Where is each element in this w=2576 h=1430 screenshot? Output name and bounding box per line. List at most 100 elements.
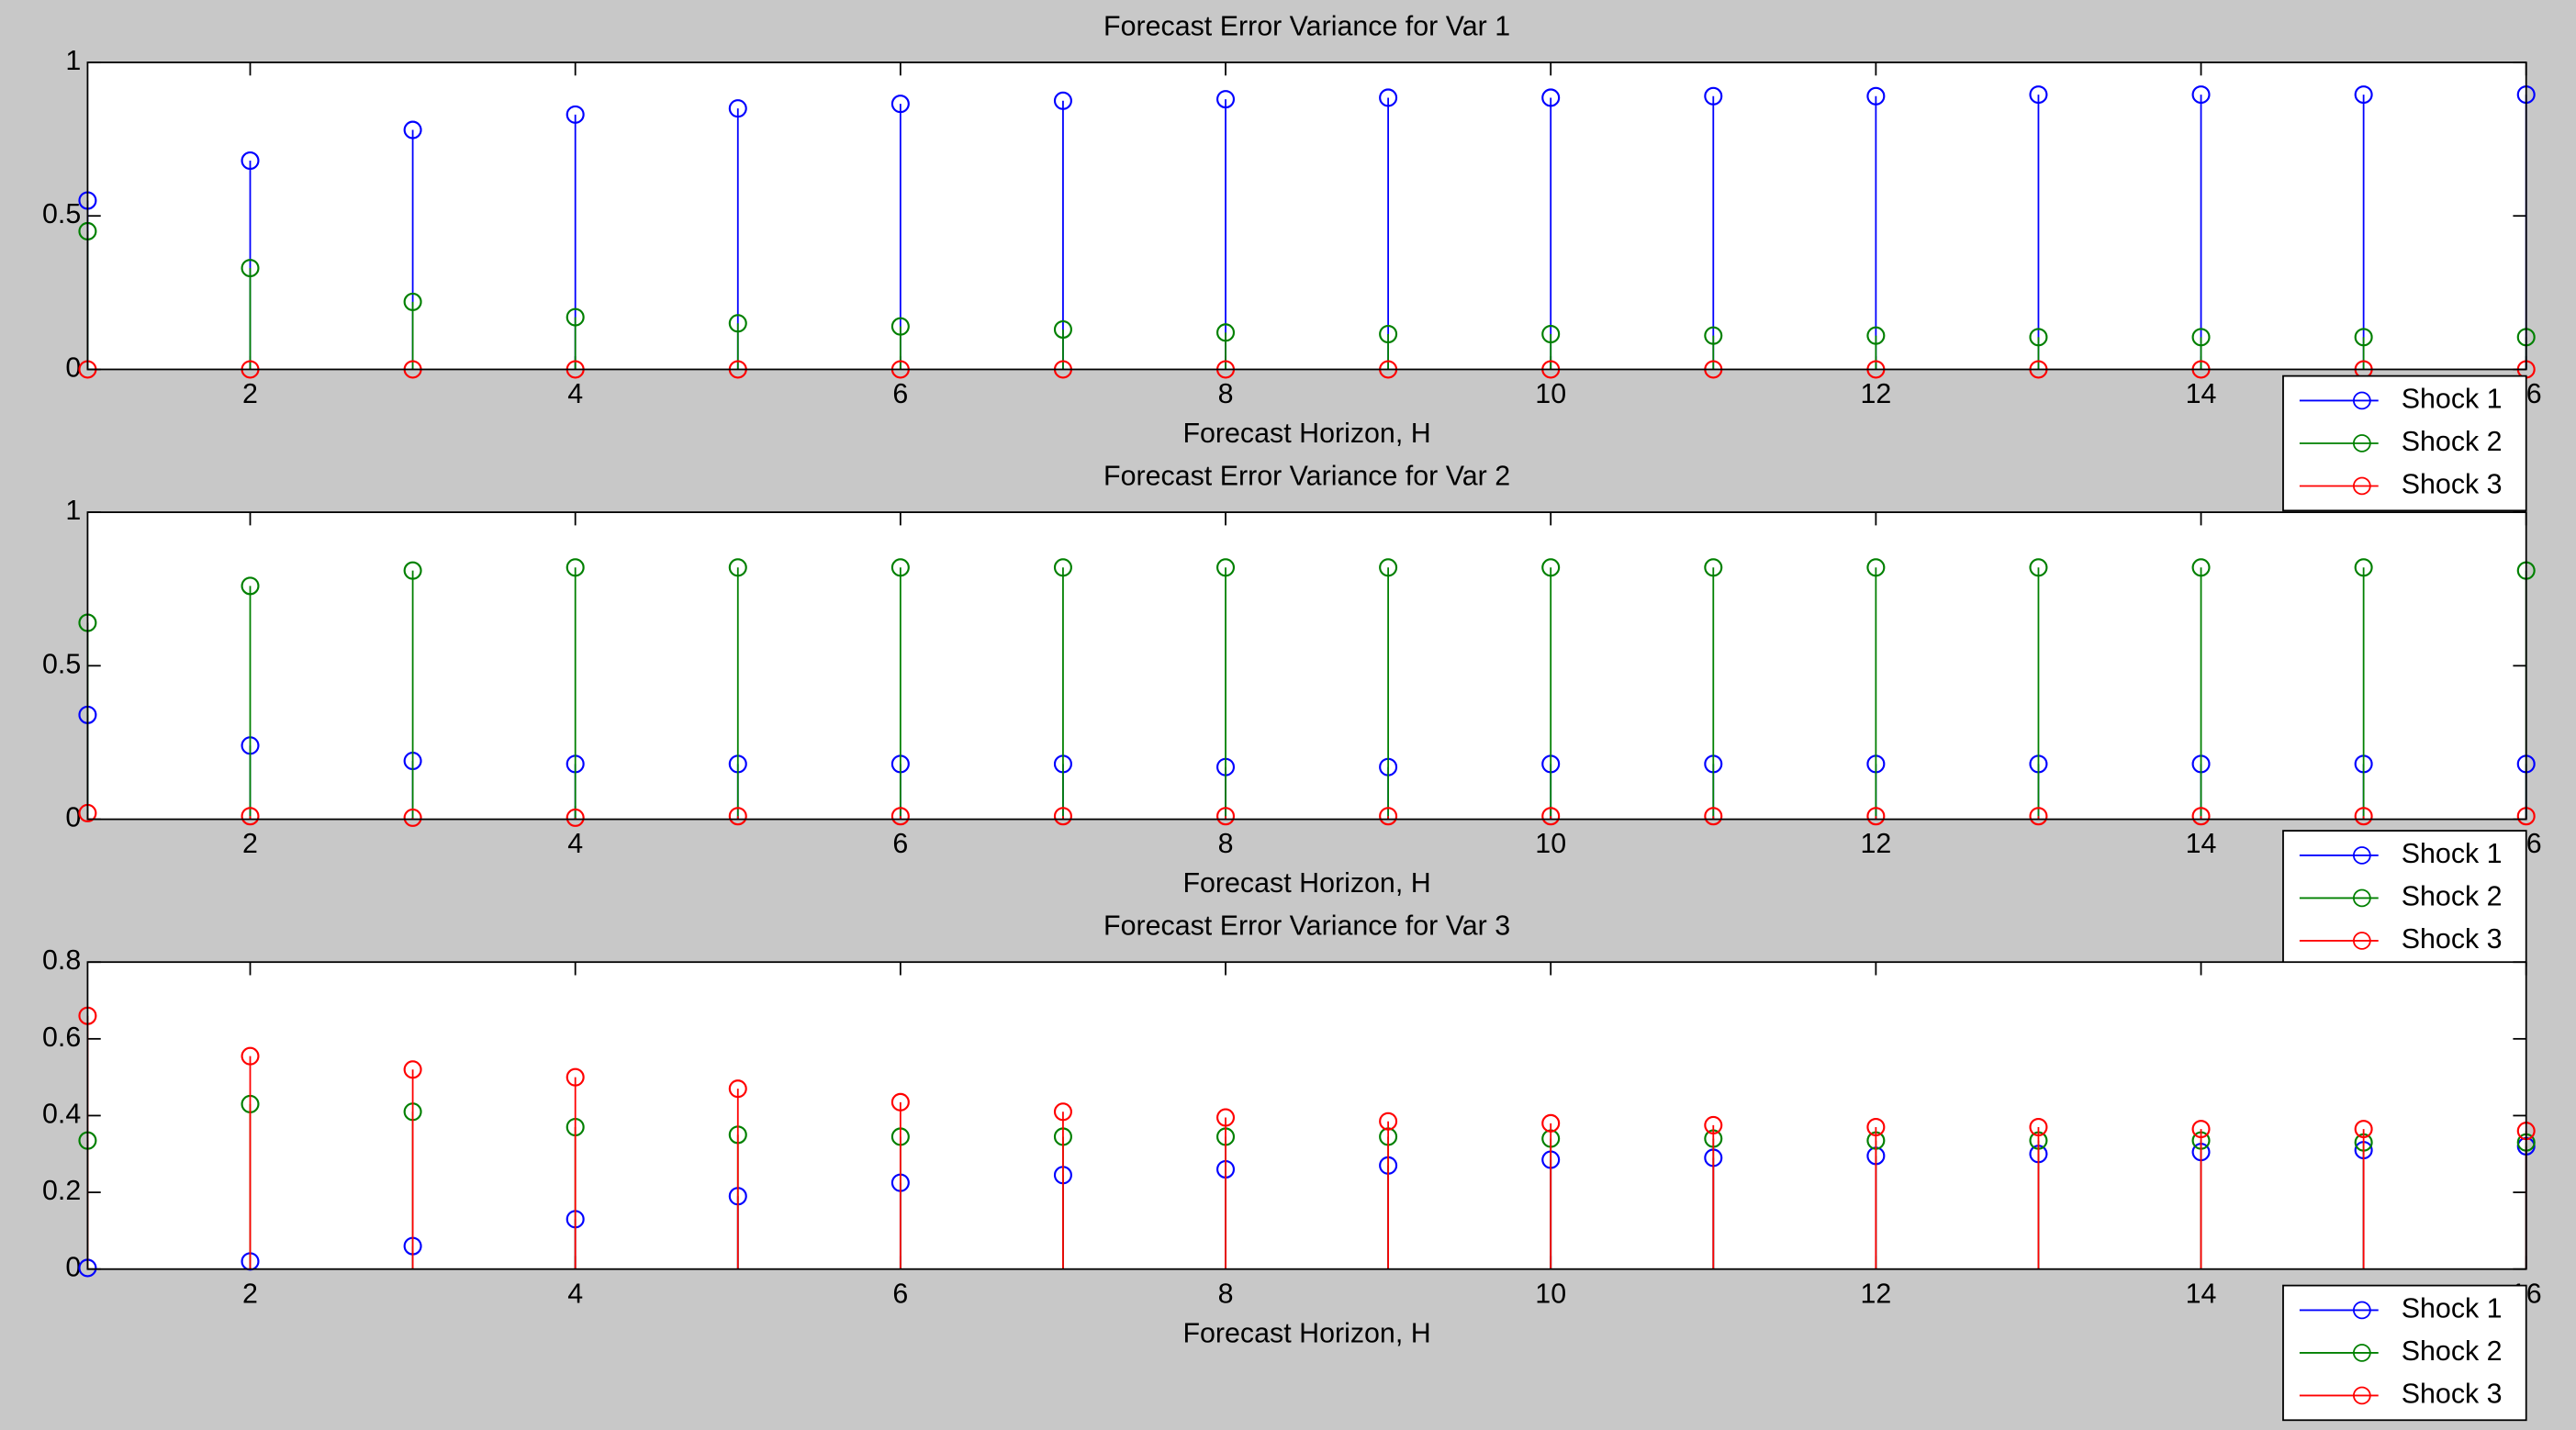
stem-marker xyxy=(1704,326,1723,345)
legend-label: Shock 2 xyxy=(2402,426,2503,457)
stem-marker xyxy=(1216,323,1236,342)
stem-marker xyxy=(241,1046,260,1066)
stem-marker xyxy=(1053,807,1072,826)
stem-marker xyxy=(1053,91,1072,110)
x-tick-label: 4 xyxy=(567,1278,583,1309)
stem-marker xyxy=(890,95,910,114)
stem-marker xyxy=(566,105,585,124)
stem-marker xyxy=(728,314,747,333)
axes-frame xyxy=(86,961,2527,1270)
stem-marker xyxy=(566,1067,585,1087)
x-tick-label: 6 xyxy=(892,378,908,409)
legend-marker xyxy=(2353,1386,2371,1405)
legend-marker xyxy=(2353,434,2371,452)
x-tick-label: 12 xyxy=(1860,378,1891,409)
stem-marker xyxy=(2354,328,2373,347)
legend-marker xyxy=(2353,1301,2371,1320)
stem-marker xyxy=(2029,558,2048,577)
stem-marker xyxy=(2191,1120,2211,1139)
stem-marker xyxy=(2354,807,2373,826)
chart-title: Forecast Error Variance for Var 2 xyxy=(1103,461,1510,492)
x-tick-label: 8 xyxy=(1218,1278,1234,1309)
stem-marker xyxy=(1379,807,1398,826)
axes-background xyxy=(87,962,2526,1269)
axes-background xyxy=(87,61,2526,370)
x-tick-label: 2 xyxy=(242,828,258,859)
x-tick-label: 12 xyxy=(1860,828,1891,859)
stem-marker xyxy=(1704,86,1723,106)
y-tick-label: 0.5 xyxy=(42,648,81,679)
x-tick-label: 8 xyxy=(1218,378,1234,409)
legend-marker xyxy=(2353,1344,2371,1362)
stem-marker xyxy=(1053,558,1072,577)
stem-marker xyxy=(1216,558,1236,577)
stem-marker xyxy=(2029,328,2048,347)
stem-marker xyxy=(566,558,585,577)
x-tick-label: 2 xyxy=(242,378,258,409)
stem-marker xyxy=(1704,1115,1723,1134)
axes-frame xyxy=(86,511,2527,821)
x-axis-label: Forecast Horizon, H xyxy=(1182,867,1430,899)
y-tick-label: 0.5 xyxy=(42,198,81,229)
stem-marker xyxy=(1216,807,1236,826)
stem-marker xyxy=(1541,558,1561,577)
x-tick-label: 14 xyxy=(2186,378,2217,409)
legend-marker xyxy=(2353,932,2371,950)
stem-marker xyxy=(1053,1102,1072,1122)
stem-marker xyxy=(2191,807,2211,826)
stem-marker xyxy=(241,576,260,596)
stem-marker xyxy=(403,808,422,827)
stem-marker xyxy=(890,317,910,336)
axes-frame xyxy=(86,61,2527,371)
stem-marker xyxy=(403,120,422,140)
legend-label: Shock 1 xyxy=(2402,383,2503,414)
legend-marker xyxy=(2353,476,2371,496)
legend-marker xyxy=(2353,846,2371,865)
stem-marker xyxy=(1379,324,1398,344)
x-axis-label: Forecast Horizon, H xyxy=(1182,418,1430,449)
x-tick-label: 10 xyxy=(1535,1278,1566,1309)
stem-marker xyxy=(2191,85,2211,105)
x-axis-label: Forecast Horizon, H xyxy=(1182,1317,1430,1348)
x-tick-label: 14 xyxy=(2186,828,2217,859)
stem-marker xyxy=(241,151,260,171)
stem-marker xyxy=(2191,328,2211,347)
stem-marker xyxy=(890,1092,910,1112)
stem-marker xyxy=(403,561,422,580)
stem-marker xyxy=(2354,1120,2373,1139)
stem-marker xyxy=(403,1060,422,1079)
y-tick-label: 0 xyxy=(65,802,81,833)
stem-marker xyxy=(241,259,260,278)
x-tick-label: 6 xyxy=(892,1278,908,1309)
y-tick-label: 0 xyxy=(65,352,81,383)
stem-marker xyxy=(890,807,910,826)
y-tick-label: 0 xyxy=(65,1252,81,1283)
stem-marker xyxy=(1866,558,1886,577)
stem-marker xyxy=(1866,86,1886,106)
x-tick-label: 12 xyxy=(1860,1278,1891,1309)
stem-marker xyxy=(1053,319,1072,340)
y-tick-label: 1 xyxy=(65,495,81,526)
legend-label: Shock 1 xyxy=(2402,1292,2503,1324)
stem-marker xyxy=(2354,558,2373,577)
stem-marker xyxy=(1866,326,1886,345)
stem-marker xyxy=(2354,85,2373,105)
stem-marker xyxy=(1379,558,1398,577)
axes-background xyxy=(87,512,2526,820)
stem-marker xyxy=(1379,88,1398,107)
x-tick-label: 4 xyxy=(567,378,583,409)
stem-marker xyxy=(566,307,585,327)
stem-marker xyxy=(2029,807,2048,826)
y-tick-label: 1 xyxy=(65,45,81,76)
legend-marker xyxy=(2353,391,2371,410)
stem-marker xyxy=(1541,807,1561,826)
legend-label: Shock 3 xyxy=(2402,923,2503,955)
stem-marker xyxy=(1704,558,1723,577)
legend-marker xyxy=(2353,888,2371,908)
stem-marker xyxy=(2191,558,2211,577)
stem-marker xyxy=(2029,85,2048,105)
y-tick-label: 0.2 xyxy=(42,1175,81,1206)
x-tick-label: 6 xyxy=(892,828,908,859)
stem-marker xyxy=(1866,807,1886,826)
